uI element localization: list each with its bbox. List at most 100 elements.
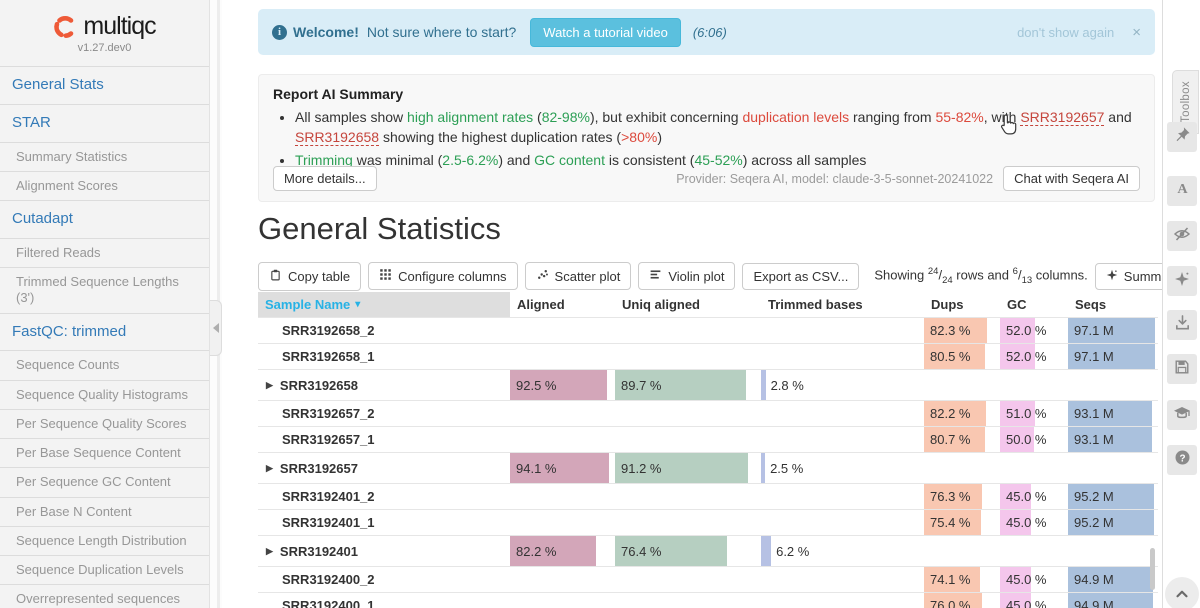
column-header-uniq[interactable]: Uniq aligned: [622, 297, 700, 312]
gc-cell: [1000, 453, 1068, 483]
summarize-button[interactable]: Summarize: [1094, 262, 1162, 290]
sidebar-item-general-stats[interactable]: General Stats: [0, 66, 209, 104]
dups-bar: [924, 567, 981, 592]
sample-link[interactable]: SRR3192657: [1020, 109, 1105, 126]
trimmed-bar: [761, 536, 772, 566]
sidebar-item-sequence-counts[interactable]: Sequence Counts: [0, 350, 209, 379]
expand-triangle-icon[interactable]: ▶: [266, 545, 273, 556]
sidebar-item-sequence-quality-histograms[interactable]: Sequence Quality Histograms: [0, 379, 209, 409]
sidebar-item-star[interactable]: STAR: [0, 103, 209, 142]
sidebar-item-per-base-n-content[interactable]: Per Base N Content: [0, 496, 209, 526]
gc-cell: 52.0 %: [1000, 318, 1068, 343]
sample-name-cell[interactable]: SRR3192400_1: [282, 598, 375, 608]
font-size-button[interactable]: A: [1167, 176, 1197, 206]
uniq-cell: [615, 593, 761, 608]
sidebar-item-per-sequence-gc-content[interactable]: Per Sequence GC Content: [0, 467, 209, 496]
gc-value: 52.0 %: [1006, 323, 1047, 338]
sidebar-item-per-base-sequence-content[interactable]: Per Base Sequence Content: [0, 438, 209, 467]
seqs-cell: [1068, 453, 1158, 483]
sidebar-item-summary-statistics[interactable]: Summary Statistics: [0, 141, 209, 171]
sidebar-item-trimmed-sequence-lengths-3[interactable]: Trimmed Sequence Lengths (3'): [0, 267, 209, 313]
close-icon[interactable]: ×: [1132, 23, 1141, 41]
sidebar-item-cutadapt[interactable]: Cutadapt: [0, 200, 209, 238]
sidebar-item-sequence-duplication-levels[interactable]: Sequence Duplication Levels: [0, 555, 209, 584]
expand-triangle-icon[interactable]: ▶: [266, 462, 273, 473]
sample-name-cell[interactable]: SRR3192657_1: [282, 432, 375, 447]
copy-icon: [269, 268, 282, 285]
sample-name-cell[interactable]: SRR3192658_1: [282, 349, 375, 364]
save-button[interactable]: [1167, 354, 1197, 384]
uniq-cell: [615, 484, 761, 509]
configure-columns-button[interactable]: Configure columns: [368, 262, 518, 290]
welcome-bold: Welcome!: [293, 24, 359, 40]
gc-bar: [1000, 401, 1035, 426]
dont-show-again-link[interactable]: don't show again: [1017, 24, 1115, 40]
download-button[interactable]: [1167, 310, 1197, 340]
sample-name-cell[interactable]: ▶ SRR3192401: [266, 543, 358, 559]
sample-name-cell[interactable]: SRR3192657_2: [282, 406, 375, 421]
column-header-aligned[interactable]: Aligned: [517, 297, 565, 312]
table-row: ▶ SRR3192657 94.1 % 91.2 % 2.5 %: [258, 453, 1158, 484]
seqs-value: 93.1 M: [1074, 406, 1114, 421]
violin-plot-button[interactable]: Violin plot: [638, 262, 736, 290]
more-details-button[interactable]: More details...: [273, 166, 377, 191]
uniq-cell: [615, 567, 761, 592]
help-icon: ?: [1174, 449, 1191, 471]
seqs-value: 97.1 M: [1074, 323, 1114, 338]
sample-name-cell[interactable]: SRR3192400_2: [282, 572, 375, 587]
copy-table-button[interactable]: Copy table: [258, 261, 362, 291]
sidebar-item-sequence-length-distribution[interactable]: Sequence Length Distribution: [0, 525, 209, 555]
font-size-icon: A: [1174, 180, 1191, 202]
ai-provider-label: Provider: Seqera AI, model: claude-3-5-s…: [676, 171, 994, 186]
column-header-dups[interactable]: Dups: [931, 297, 964, 312]
column-header-trimmed[interactable]: Trimmed bases: [768, 297, 863, 312]
help-button[interactable]: ?: [1167, 445, 1197, 475]
scatter-plot-button[interactable]: Scatter plot: [524, 262, 632, 290]
export-csv-button[interactable]: Export as CSV...: [742, 262, 860, 290]
sidebar-item-filtered-reads[interactable]: Filtered Reads: [0, 237, 209, 267]
table-row: SRR3192400_2 74.1 % 45.0 % 94.9 M: [258, 567, 1158, 593]
dups-cell: [924, 370, 1000, 400]
seqs-bar: [1068, 427, 1152, 452]
dups-bar: [924, 344, 986, 369]
gc-cell: [1000, 370, 1068, 400]
aligned-cell: [510, 344, 615, 369]
seqs-cell: [1068, 370, 1158, 400]
gc-value: 50.0 %: [1006, 432, 1047, 447]
sample-name-cell[interactable]: SRR3192401_2: [282, 489, 375, 504]
column-header-gc[interactable]: GC: [1007, 297, 1027, 312]
sidebar-item-fastqc-trimmed[interactable]: FastQC: trimmed: [0, 312, 209, 351]
expand-triangle-icon[interactable]: ▶: [266, 379, 273, 390]
sidebar-item-per-sequence-quality-scores[interactable]: Per Sequence Quality Scores: [0, 408, 209, 438]
sidebar-collapse-handle[interactable]: [210, 300, 222, 356]
aligned-cell: 92.5 %: [510, 370, 615, 400]
table-row: SRR3192658_1 80.5 % 52.0 % 97.1 M: [258, 344, 1158, 370]
sample-name-cell[interactable]: SRR3192658_2: [282, 323, 375, 338]
hide-samples-button[interactable]: [1167, 221, 1197, 251]
watch-tutorial-button[interactable]: Watch a tutorial video: [530, 17, 681, 47]
dups-cell: [924, 536, 1000, 566]
aligned-value: 92.5 %: [516, 377, 557, 393]
tutorial-button[interactable]: [1167, 400, 1197, 430]
sample-link[interactable]: SRR3192658: [295, 129, 380, 147]
table-scrollbar-thumb[interactable]: [1150, 548, 1155, 590]
pin-button[interactable]: [1167, 122, 1197, 152]
svg-text:?: ?: [1179, 453, 1185, 464]
column-header-seqs[interactable]: Seqs: [1075, 297, 1107, 312]
ai-button[interactable]: [1167, 266, 1197, 296]
dups-cell: [924, 453, 1000, 483]
scroll-to-top-button[interactable]: [1165, 577, 1199, 608]
multiqc-logo-icon: [53, 15, 77, 39]
sample-name-cell[interactable]: SRR3192401_1: [282, 515, 375, 530]
sample-name-cell[interactable]: ▶ SRR3192658: [266, 377, 358, 393]
chat-with-seqera-button[interactable]: Chat with Seqera AI: [1003, 166, 1140, 191]
sidebar-item-overrepresented-sequences-by-sample[interactable]: Overrepresented sequences by sample: [0, 584, 209, 608]
gc-bar: [1000, 318, 1036, 343]
trimmed-cell: 6.2 %: [761, 536, 924, 566]
seqs-cell: 94.9 M: [1068, 593, 1158, 608]
grid-icon: [379, 268, 392, 284]
chevron-left-icon: [212, 323, 219, 333]
sample-name-cell[interactable]: ▶ SRR3192657: [266, 460, 358, 476]
column-header-name[interactable]: Sample Name ▾: [258, 292, 510, 317]
sidebar-item-alignment-scores[interactable]: Alignment Scores: [0, 170, 209, 200]
